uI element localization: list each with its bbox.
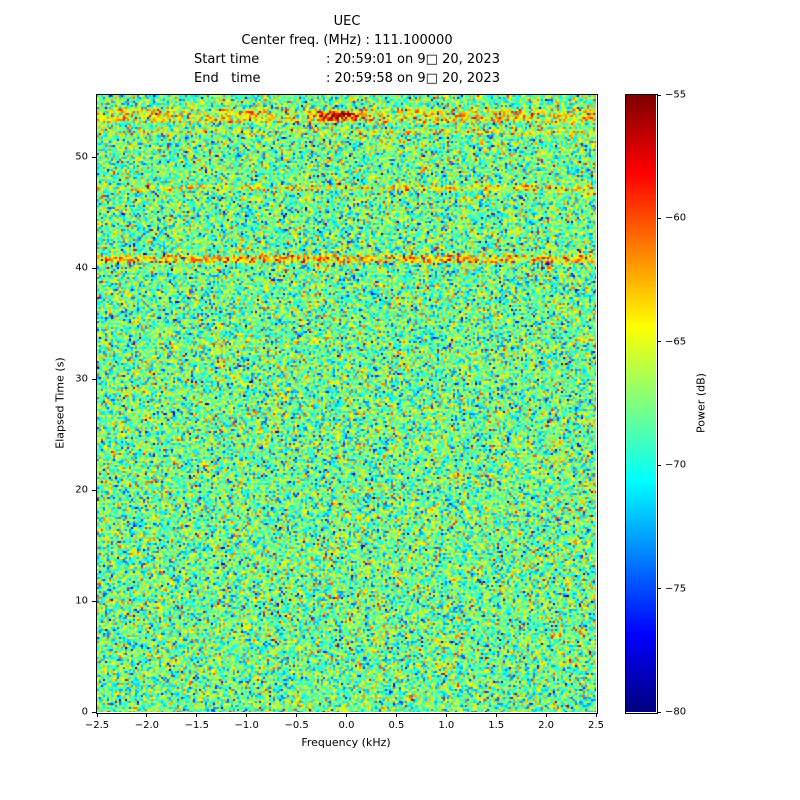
center-freq-line: Center freq. (MHz) : 111.100000	[241, 33, 453, 48]
colorbar-tick-mark	[657, 94, 661, 96]
x-tick-label: 2.5	[588, 720, 604, 731]
x-tick-label: −0.5	[284, 720, 309, 731]
start-time-line: Start time : 20:59:01 on 9□ 20, 2023	[97, 50, 597, 69]
x-tick-mark	[296, 713, 298, 717]
colorbar-tick-label: −65	[665, 336, 687, 348]
x-tick-mark	[595, 713, 597, 717]
y-tick-mark	[92, 156, 96, 158]
colorbar-tick-label: −70	[665, 459, 687, 471]
colorbar-tick-label: −80	[665, 706, 687, 718]
end-time-label: End time	[194, 71, 261, 86]
colorbar-tick-mark	[657, 588, 661, 590]
x-tick-mark	[445, 713, 447, 717]
y-tick-mark	[92, 600, 96, 602]
colorbar-tick-mark	[657, 341, 661, 343]
x-tick-label: −2.5	[84, 720, 110, 731]
end-time-value: : 20:59:58 on 9□ 20, 2023	[326, 71, 500, 86]
y-axis-label: Elapsed Time (s)	[53, 357, 67, 449]
x-tick-label: 0.5	[388, 720, 405, 731]
y-tick-mark	[92, 378, 96, 380]
x-tick-mark	[146, 713, 148, 717]
x-tick-mark	[96, 713, 98, 717]
x-axis-label: Frequency (kHz)	[301, 736, 391, 749]
colorbar-gradient	[626, 95, 656, 712]
colorbar-tick-mark	[657, 217, 661, 219]
chart-title: UEC	[333, 14, 361, 29]
x-tick-mark	[346, 713, 347, 717]
y-tick-label: 10	[75, 595, 88, 607]
end-time-line: End time : 20:59:58 on 9□ 20, 2023	[97, 69, 597, 88]
y-tick-mark	[92, 489, 96, 491]
colorbar-label: Power (dB)	[694, 373, 708, 433]
y-tick-label: 50	[75, 151, 88, 163]
y-tick-label: 20	[75, 484, 88, 496]
x-tick-label: −2.0	[134, 720, 160, 731]
colorbar-tick-label: −75	[665, 583, 687, 595]
start-time-value: : 20:59:01 on 9□ 20, 2023	[326, 52, 500, 67]
colorbar-tick-mark	[657, 711, 661, 713]
x-tick-label: 1.5	[488, 720, 505, 731]
y-tick-mark	[92, 267, 96, 269]
figure-header: UEC Center freq. (MHz) : 111.100000 Star…	[97, 12, 597, 88]
x-tick-label: 1.0	[438, 720, 455, 731]
y-tick-label: 30	[75, 373, 88, 385]
x-tick-label: 2.0	[538, 720, 555, 731]
colorbar-tick-mark	[657, 464, 661, 466]
y-tick-label: 40	[75, 262, 88, 274]
x-tick-mark	[246, 713, 248, 717]
spectrogram-heatmap	[97, 95, 596, 712]
start-time-label: Start time	[194, 52, 260, 67]
x-tick-mark	[495, 713, 497, 717]
x-tick-label: −1.0	[234, 720, 259, 731]
colorbar-tick-label: −55	[665, 89, 687, 101]
x-tick-label: −1.5	[184, 720, 209, 731]
x-tick-mark	[545, 713, 547, 717]
y-tick-mark	[92, 711, 96, 713]
y-tick-label: 0	[81, 706, 88, 718]
x-tick-label: 0.0	[338, 720, 355, 731]
x-tick-mark	[196, 713, 198, 717]
colorbar-tick-label: −60	[665, 212, 687, 224]
x-tick-mark	[395, 713, 397, 717]
